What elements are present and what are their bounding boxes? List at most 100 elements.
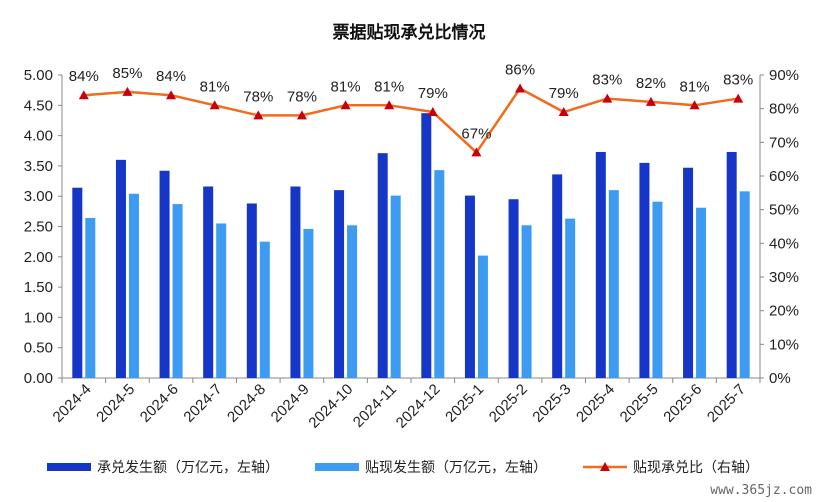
left-tick-label: 1.00	[24, 309, 53, 326]
x-tick-label: 2025-4	[573, 381, 618, 426]
x-tick-label: 2024-7	[180, 381, 225, 426]
ratio-data-label: 79%	[418, 85, 448, 102]
discount-bar	[303, 228, 314, 378]
legend: 承兑发生额（万亿元，左轴） 贴现发生额（万亿元，左轴） 贴现承兑比（右轴）	[47, 460, 759, 476]
left-tick-label: 1.50	[24, 279, 53, 296]
acceptance-bar	[203, 186, 214, 378]
ratio-data-label: 81%	[200, 78, 230, 95]
x-tick-label: 2024-11	[350, 381, 400, 431]
x-tick-label: 2024-5	[93, 381, 138, 426]
discount-bar	[128, 193, 139, 378]
ratio-marker	[427, 107, 438, 117]
left-tick-label: 2.00	[24, 249, 53, 266]
discount-bar	[696, 207, 707, 378]
acceptance-bar	[290, 186, 301, 378]
x-tick-label: 2025-1	[442, 381, 487, 426]
ratio-line-path	[83, 87, 739, 154]
discount-bar	[172, 204, 183, 378]
right-tick-label: 70%	[769, 134, 799, 151]
ratio-data-label: 81%	[331, 78, 361, 95]
discount-bar	[521, 225, 532, 378]
ratio-data-label: 81%	[680, 78, 710, 95]
discount-bar	[347, 225, 358, 378]
right-tick-label: 60%	[769, 168, 799, 185]
discount-bar	[652, 201, 663, 378]
x-tick-label: 2025-5	[617, 381, 662, 426]
acceptance-bar	[377, 153, 388, 378]
x-tick-label: 2024-12	[393, 381, 444, 432]
legend-swatch	[315, 463, 359, 471]
ratio-marker	[515, 83, 526, 93]
left-tick-label: 0.50	[24, 340, 53, 357]
bars	[72, 113, 750, 378]
legend-label: 贴现承兑比（右轴）	[633, 460, 759, 476]
right-tick-label: 90%	[769, 67, 799, 84]
left-tick-label: 3.00	[24, 188, 53, 205]
ratio-marker	[296, 110, 307, 120]
ratio-marker	[602, 93, 613, 103]
discount-bar	[565, 218, 576, 378]
right-tick-label: 30%	[769, 269, 799, 286]
left-tick-label: 5.00	[24, 67, 53, 84]
ratio-data-label: 84%	[69, 68, 99, 85]
acceptance-bar	[595, 151, 606, 378]
acceptance-bar	[683, 167, 694, 378]
right-tick-label: 50%	[769, 202, 799, 219]
left-tick-label: 3.50	[24, 158, 53, 175]
ratio-data-label: 82%	[636, 75, 666, 92]
acceptance-bar	[72, 187, 83, 378]
discount-bar	[85, 218, 96, 378]
discount-bar	[216, 223, 227, 378]
ratio-data-label: 83%	[723, 72, 753, 89]
acceptance-bar	[421, 113, 432, 378]
watermark: www.365jz.com	[710, 483, 812, 498]
ratio-line: 84% 85% 84% 81% 78% 78% 81% 81% 79% 67% 86% 79% 83% 8…	[69, 61, 753, 157]
x-tick-label: 2024-10	[305, 381, 356, 432]
x-tick-label: 2024-6	[137, 381, 182, 426]
ratio-marker	[689, 100, 700, 110]
left-tick-label: 2.50	[24, 219, 53, 236]
axes: 0.00 0.50 1.00 1.50 2.00 2.50 3.00 3.50 4.00 4.50…	[24, 67, 799, 432]
x-tick-label: 2025-3	[529, 381, 574, 426]
ratio-marker	[166, 90, 177, 100]
left-tick-label: 4.00	[24, 128, 53, 145]
left-tick-label: 4.50	[24, 97, 53, 114]
x-tick-label: 2024-8	[224, 381, 269, 426]
ratio-marker	[78, 90, 89, 100]
discount-bar	[608, 190, 619, 378]
ratio-data-label: 67%	[461, 125, 491, 142]
ratio-data-label: 85%	[112, 65, 142, 82]
ratio-marker	[645, 96, 656, 106]
right-tick-label: 20%	[769, 303, 799, 320]
ratio-marker	[209, 100, 220, 110]
x-tick-label: 2025-2	[486, 381, 531, 426]
discount-bar	[434, 170, 445, 378]
ratio-data-label: 84%	[156, 68, 186, 85]
discount-bar	[390, 195, 401, 378]
discount-bar	[259, 241, 270, 378]
acceptance-bar	[246, 203, 257, 378]
acceptance-bar	[334, 190, 345, 378]
x-tick-label: 2024-4	[50, 381, 95, 426]
left-tick-label: 0.00	[24, 370, 53, 387]
acceptance-bar	[552, 174, 563, 378]
acceptance-bar	[508, 199, 519, 378]
ratio-data-label: 79%	[549, 85, 579, 102]
ratio-data-label: 78%	[287, 88, 317, 105]
chart-title: 票据贴现承兑比情况	[333, 22, 486, 43]
ratio-marker	[340, 100, 351, 110]
ratio-data-label: 78%	[243, 88, 273, 105]
ratio-marker	[733, 93, 744, 103]
acceptance-bar	[726, 151, 737, 378]
discount-bar	[477, 255, 488, 378]
legend-marker	[600, 462, 610, 471]
right-tick-label: 40%	[769, 235, 799, 252]
legend-label: 贴现发生额（万亿元，左轴）	[365, 460, 547, 476]
discount-bar	[739, 191, 750, 378]
acceptance-bar	[115, 159, 126, 378]
ratio-data-label: 86%	[505, 61, 535, 78]
right-tick-label: 80%	[769, 101, 799, 118]
ratio-data-label: 81%	[374, 78, 404, 95]
right-tick-label: 0%	[769, 370, 791, 387]
